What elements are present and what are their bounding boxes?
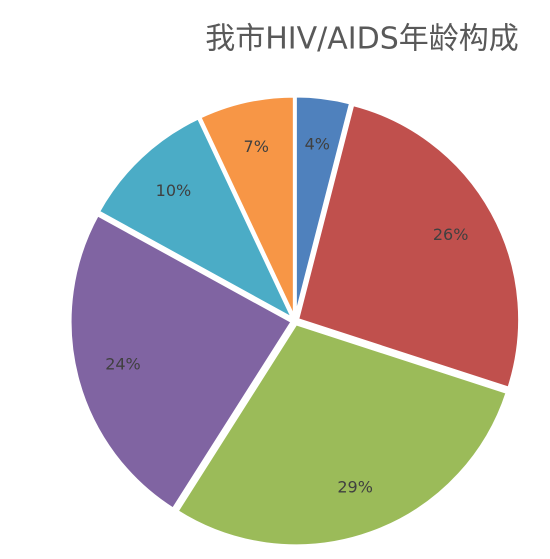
pie-slice bbox=[197, 94, 296, 319]
pie-slice bbox=[96, 115, 297, 323]
data-label: 4% bbox=[305, 134, 330, 153]
chart-title: 我市HIV/AIDS年龄构成 bbox=[205, 22, 519, 57]
data-label: 10% bbox=[156, 181, 192, 200]
pie-slice bbox=[174, 322, 510, 548]
data-label: 26% bbox=[433, 225, 469, 244]
data-label: 29% bbox=[337, 478, 373, 497]
data-label: 24% bbox=[105, 355, 141, 374]
data-label: 7% bbox=[244, 137, 269, 156]
pie-slice bbox=[295, 102, 522, 391]
pie-slice bbox=[68, 212, 295, 512]
